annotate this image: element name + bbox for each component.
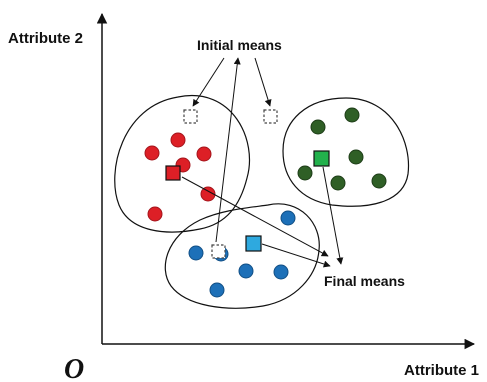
initial-mean-green — [263, 109, 278, 124]
initial-means-arrow-green — [254, 57, 272, 107]
x-axis-label: Attribute 1 — [404, 362, 479, 379]
blue-point — [188, 245, 204, 261]
green-point — [344, 107, 360, 123]
final-mean-green — [313, 150, 330, 167]
red-cluster-boundary — [114, 94, 251, 233]
blue-point — [273, 264, 289, 280]
blue-point — [209, 282, 225, 298]
initial-means-label: Initial means — [197, 37, 282, 53]
blue-point — [280, 210, 296, 226]
green-point — [330, 175, 346, 191]
final-mean-red — [165, 165, 181, 181]
final-means-arrow-red — [181, 176, 329, 257]
initial-mean-blue — [211, 244, 226, 259]
blue-cluster-points — [188, 210, 296, 298]
green-point — [297, 165, 313, 181]
green-point — [348, 149, 364, 165]
final-means-label: Final means — [324, 273, 405, 289]
origin-label: O — [64, 354, 84, 382]
red-point — [144, 145, 160, 161]
green-point — [371, 173, 387, 189]
final-mean-blue — [245, 235, 262, 252]
initial-means-arrow-red — [192, 57, 225, 107]
final-means-arrow-green — [322, 166, 344, 265]
red-point — [196, 146, 212, 162]
initial-means-arrow-blue — [215, 57, 241, 243]
red-point — [200, 186, 216, 202]
initial-mean-red — [183, 109, 198, 124]
blue-point — [238, 263, 254, 279]
final-means — [165, 150, 330, 252]
initial-means — [183, 109, 278, 259]
green-point — [310, 119, 326, 135]
blue-cluster-boundary — [164, 203, 320, 309]
final-means-arrow-blue — [261, 243, 331, 268]
green-cluster-points — [297, 107, 387, 191]
y-axis-label: Attribute 2 — [8, 30, 83, 47]
red-point — [170, 132, 186, 148]
green-cluster-boundary — [282, 97, 410, 207]
red-point — [147, 206, 163, 222]
